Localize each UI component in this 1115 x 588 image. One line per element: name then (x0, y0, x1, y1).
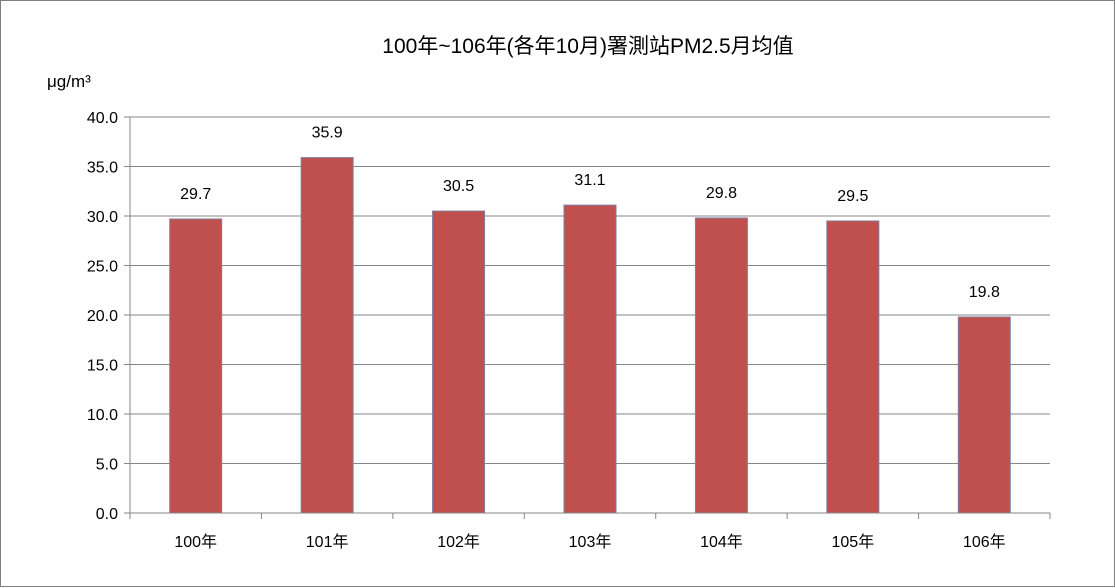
data-label: 30.5 (443, 178, 474, 195)
x-tick-label: 104年 (700, 533, 743, 551)
data-labels: 29.7 35.9 30.5 31.1 29.8 29.5 19.8 (180, 125, 1000, 301)
y-axis-unit-label: μg/m³ (47, 72, 91, 91)
y-axis-ticks: 0.0 5.0 10.0 15.0 20.0 25.0 30.0 35.0 40.0 (87, 110, 130, 523)
y-tick-label: 30.0 (87, 209, 118, 226)
x-tick-label: 100年 (174, 533, 217, 551)
bar (826, 220, 880, 514)
bar (957, 316, 1011, 514)
data-label: 29.7 (180, 186, 211, 203)
y-tick-label: 25.0 (87, 259, 118, 276)
data-label: 29.5 (837, 188, 868, 205)
data-label: 31.1 (574, 172, 605, 189)
bar (694, 217, 748, 514)
y-tick-label: 20.0 (87, 308, 118, 325)
y-tick-label: 0.0 (96, 506, 118, 523)
x-tick-label: 106年 (963, 533, 1006, 551)
x-axis-ticks: 100年 101年 102年 103年 104年 105年 106年 (129, 513, 1051, 551)
data-label: 29.8 (706, 185, 737, 202)
y-tick-label: 10.0 (87, 407, 118, 424)
data-label: 19.8 (969, 284, 1000, 301)
bar (563, 204, 617, 514)
bar (300, 157, 354, 514)
y-tick-label: 5.0 (96, 457, 118, 474)
x-tick-label: 103年 (569, 533, 612, 551)
y-tick-label: 15.0 (87, 358, 118, 375)
x-tick-label: 105年 (832, 533, 875, 551)
data-label: 35.9 (312, 125, 343, 142)
chart-title: 100年~106年(各年10月)署測站PM2.5月均值 (382, 35, 793, 58)
bar (169, 218, 223, 514)
axes (129, 117, 1050, 514)
x-tick-label: 102年 (437, 533, 480, 551)
bars (169, 157, 1011, 514)
y-tick-label: 40.0 (87, 110, 118, 127)
y-tick-label: 35.0 (87, 160, 118, 177)
bar (432, 210, 486, 514)
x-tick-label: 101年 (306, 533, 349, 551)
